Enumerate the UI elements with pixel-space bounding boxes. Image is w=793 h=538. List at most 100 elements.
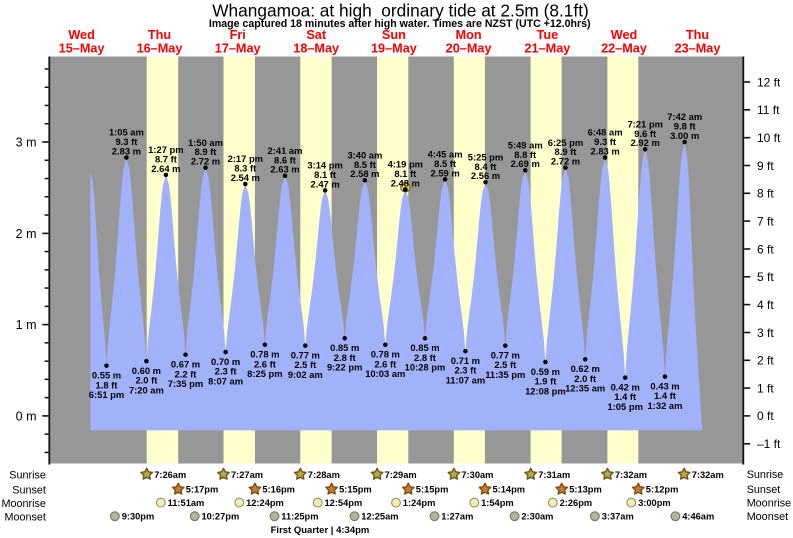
svg-text:9:22 pm: 9:22 pm [327,362,362,373]
svg-text:2:26pm: 2:26pm [560,498,593,508]
svg-text:Fri: Fri [230,28,246,42]
svg-text:11:35 pm: 11:35 pm [485,369,525,380]
svg-text:0.85 m: 0.85 m [410,342,439,353]
svg-text:8.7 ft: 8.7 ft [155,154,177,165]
svg-text:Moonset: Moonset [747,511,788,523]
svg-text:6 ft: 6 ft [757,242,774,256]
svg-text:7:29am: 7:29am [385,470,417,480]
svg-text:2:41 am: 2:41 am [268,145,303,156]
svg-text:Sun: Sun [382,28,406,42]
svg-text:0.60 m: 0.60 m [132,365,161,376]
svg-text:10:28 pm: 10:28 pm [405,362,446,373]
svg-text:1:05 pm: 1:05 pm [607,401,642,412]
svg-text:4 ft: 4 ft [757,298,774,312]
svg-text:Tue: Tue [537,28,559,42]
svg-text:23–May: 23–May [675,41,721,55]
svg-text:1 m: 1 m [16,318,37,332]
svg-text:Thu: Thu [686,28,709,42]
svg-text:7:30am: 7:30am [461,470,493,480]
svg-text:7:42 am: 7:42 am [667,111,702,122]
svg-text:21–May: 21–May [524,41,570,55]
svg-text:Moonset: Moonset [4,511,45,523]
svg-text:2.2 ft: 2.2 ft [175,368,197,379]
svg-text:9.6 ft: 9.6 ft [634,128,656,139]
svg-text:Image captured 18 minutes afte: Image captured 18 minutes after high wat… [209,18,591,30]
svg-text:7:26am: 7:26am [154,470,186,480]
svg-text:1:27am: 1:27am [441,512,473,522]
svg-text:Moonrise: Moonrise [1,498,45,510]
svg-text:9 ft: 9 ft [757,159,774,173]
svg-text:Sunrise: Sunrise [9,470,46,482]
svg-text:12 ft: 12 ft [757,75,781,89]
svg-text:9.3 ft: 9.3 ft [594,136,616,147]
svg-text:0.42 m: 0.42 m [611,382,640,393]
svg-text:11:25pm: 11:25pm [281,512,318,522]
svg-text:2.0 ft: 2.0 ft [135,375,157,386]
svg-text:10:27pm: 10:27pm [202,512,240,522]
svg-text:1:32 am: 1:32 am [648,400,683,411]
svg-text:2 m: 2 m [16,227,37,241]
svg-text:3:37am: 3:37am [602,512,634,522]
svg-text:0.55 m: 0.55 m [92,370,121,381]
svg-text:2.54 m: 2.54 m [231,172,260,183]
svg-text:2.0 ft: 2.0 ft [574,373,596,384]
svg-text:8:25 pm: 8:25 pm [247,368,282,379]
svg-text:Moonrise: Moonrise [747,498,791,510]
svg-text:2:30am: 2:30am [521,512,553,522]
svg-text:7 ft: 7 ft [757,214,774,228]
svg-text:Whangamoa: at high ordinary t: Whangamoa: at high ordinary tide at 2.5m… [212,1,589,21]
svg-text:8.5 ft: 8.5 ft [354,159,376,170]
svg-text:4:19 pm: 4:19 pm [388,159,423,170]
svg-text:6:25 pm: 6:25 pm [548,137,583,148]
svg-text:9.8 ft: 9.8 ft [674,121,696,132]
svg-text:First Quarter | 4:34pm: First Quarter | 4:34pm [271,525,370,536]
svg-text:1.4 ft: 1.4 ft [614,391,636,402]
svg-text:9.3 ft: 9.3 ft [115,136,137,147]
svg-text:5:15pm: 5:15pm [339,485,372,495]
svg-text:8.6 ft: 8.6 ft [274,154,296,165]
svg-text:12:08 pm: 12:08 pm [525,385,566,396]
svg-text:0.70 m: 0.70 m [211,356,240,367]
svg-text:1:24pm: 1:24pm [403,498,436,508]
svg-text:6:48 am: 6:48 am [588,127,623,138]
svg-text:2.58 m: 2.58 m [350,168,379,179]
svg-text:0.43 m: 0.43 m [650,381,679,392]
svg-text:Sunset: Sunset [747,484,781,496]
svg-text:3 ft: 3 ft [757,326,774,340]
svg-text:1:05 am: 1:05 am [109,127,144,138]
svg-text:8.1 ft: 8.1 ft [314,169,336,180]
svg-text:9:02 am: 9:02 am [288,369,323,380]
svg-text:8.8 ft: 8.8 ft [514,149,536,160]
svg-text:2.83 m: 2.83 m [591,145,620,156]
svg-text:4:45 am: 4:45 am [428,149,463,160]
svg-text:2.72 m: 2.72 m [551,156,580,167]
svg-text:12:24pm: 12:24pm [246,498,284,508]
svg-text:0.78 m: 0.78 m [371,349,400,360]
svg-text:7:35 pm: 7:35 pm [168,378,203,389]
svg-text:2.5 ft: 2.5 ft [294,359,316,370]
svg-text:15–May: 15–May [59,41,105,55]
svg-text:1.9 ft: 1.9 ft [534,376,556,387]
svg-text:Sunset: Sunset [12,484,46,496]
svg-text:8.9 ft: 8.9 ft [555,146,577,157]
svg-text:3 m: 3 m [16,136,37,150]
svg-text:Thu: Thu [148,28,171,42]
svg-text:7:20 am: 7:20 am [129,384,164,395]
svg-text:1.8 ft: 1.8 ft [96,379,118,390]
svg-text:8.3 ft: 8.3 ft [234,163,256,174]
svg-text:3:40 am: 3:40 am [347,150,382,161]
svg-text:7:28am: 7:28am [308,470,340,480]
svg-text:2.3 ft: 2.3 ft [215,366,237,377]
svg-text:8.1 ft: 8.1 ft [394,168,416,179]
svg-text:20–May: 20–May [446,41,492,55]
svg-text:16–May: 16–May [137,41,183,55]
svg-text:12:25am: 12:25am [361,512,398,522]
svg-text:2.63 m: 2.63 m [270,164,299,175]
svg-text:8.9 ft: 8.9 ft [195,146,217,157]
svg-text:Sat: Sat [306,28,327,42]
svg-text:2.3 ft: 2.3 ft [454,365,476,376]
svg-text:1.4 ft: 1.4 ft [654,390,676,401]
svg-text:6:51 pm: 6:51 pm [89,389,124,400]
svg-text:0.77 m: 0.77 m [291,350,320,361]
svg-text:2.59 m: 2.59 m [431,167,460,178]
